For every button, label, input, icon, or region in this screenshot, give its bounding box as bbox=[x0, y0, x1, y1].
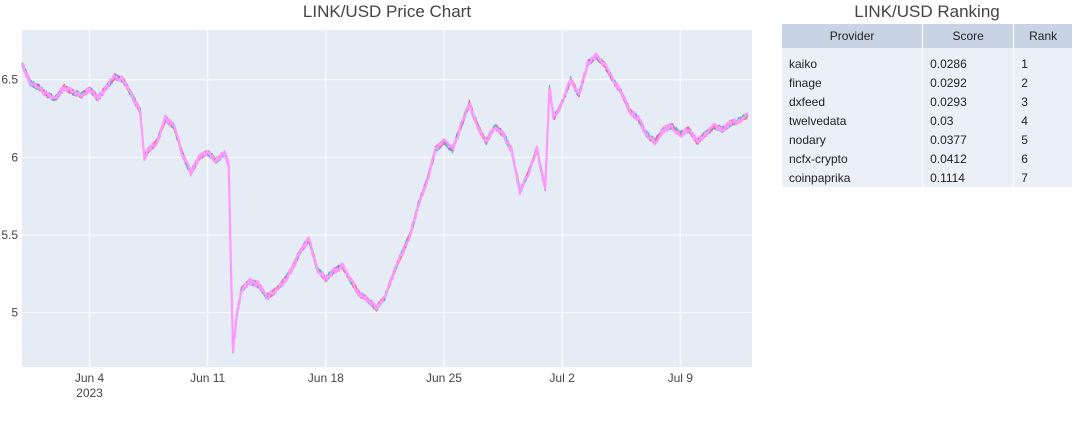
cell-rank: 7 bbox=[1013, 168, 1072, 187]
table-row: kaiko 0.0286 1 bbox=[782, 54, 1072, 73]
y-tick-label: 5.5 bbox=[1, 228, 18, 242]
header-rank: Rank bbox=[1013, 24, 1072, 48]
ranking-table: Provider Score Rank kaiko 0.0286 1 finage 0.… bbox=[782, 24, 1072, 187]
x-tick-label: Jun 11 bbox=[190, 371, 225, 385]
cell-provider: kaiko bbox=[782, 54, 924, 73]
ranking-header-row: Provider Score Rank bbox=[782, 24, 1072, 48]
ranking-body: kaiko 0.0286 1 finage 0.0292 2 dxfeed 0.0293 3 tw… bbox=[782, 48, 1072, 187]
cell-provider: finage bbox=[782, 73, 924, 92]
cell-provider: dxfeed bbox=[782, 92, 924, 111]
cell-score: 0.1114 bbox=[922, 168, 1015, 187]
cell-rank: 2 bbox=[1013, 73, 1072, 92]
table-row: twelvedata 0.03 4 bbox=[782, 111, 1072, 130]
table-spacer bbox=[782, 48, 1072, 54]
cell-score: 0.0292 bbox=[922, 73, 1015, 92]
x-tick-label: Jun 25 bbox=[426, 371, 462, 385]
table-row: dxfeed 0.0293 3 bbox=[782, 92, 1072, 111]
y-tick-label: 5 bbox=[11, 306, 18, 320]
cell-score: 0.0286 bbox=[922, 54, 1015, 73]
x-tick-label: Jun 18 bbox=[308, 371, 344, 385]
table-row: ncfx-crypto 0.0412 6 bbox=[782, 149, 1072, 168]
x-tick-label: Jul 9 bbox=[668, 371, 694, 385]
cell-rank: 6 bbox=[1013, 149, 1072, 168]
cell-provider: coinpaprika bbox=[782, 168, 924, 187]
x-tick-sublabel: 2023 bbox=[76, 386, 103, 400]
cell-provider: nodary bbox=[782, 130, 924, 149]
cell-score: 0.0412 bbox=[922, 149, 1015, 168]
price-series-line bbox=[21, 52, 749, 353]
chart-title: LINK/USD Price Chart bbox=[302, 2, 472, 21]
header-score: Score bbox=[922, 24, 1015, 48]
cell-score: 0.0377 bbox=[922, 130, 1015, 149]
cell-rank: 4 bbox=[1013, 111, 1072, 130]
table-row: coinpaprika 0.1114 7 bbox=[782, 168, 1072, 187]
y-tick-label: 6.5 bbox=[1, 73, 18, 87]
table-row: finage 0.0292 2 bbox=[782, 73, 1072, 92]
table-row: nodary 0.0377 5 bbox=[782, 130, 1072, 149]
cell-rank: 5 bbox=[1013, 130, 1072, 149]
cell-rank: 1 bbox=[1013, 54, 1072, 73]
cell-score: 0.03 bbox=[922, 111, 1015, 130]
header-provider: Provider bbox=[782, 24, 924, 48]
cell-score: 0.0293 bbox=[922, 92, 1015, 111]
y-tick-label: 6 bbox=[11, 150, 18, 164]
x-tick-label: Jul 2 bbox=[549, 371, 575, 385]
cell-rank: 3 bbox=[1013, 92, 1072, 111]
ranking-title: LINK/USD Ranking bbox=[854, 2, 1000, 21]
cell-provider: twelvedata bbox=[782, 111, 924, 130]
plot-area bbox=[22, 30, 752, 367]
x-tick-label: Jun 4 bbox=[75, 371, 105, 385]
cell-provider: ncfx-crypto bbox=[782, 149, 924, 168]
